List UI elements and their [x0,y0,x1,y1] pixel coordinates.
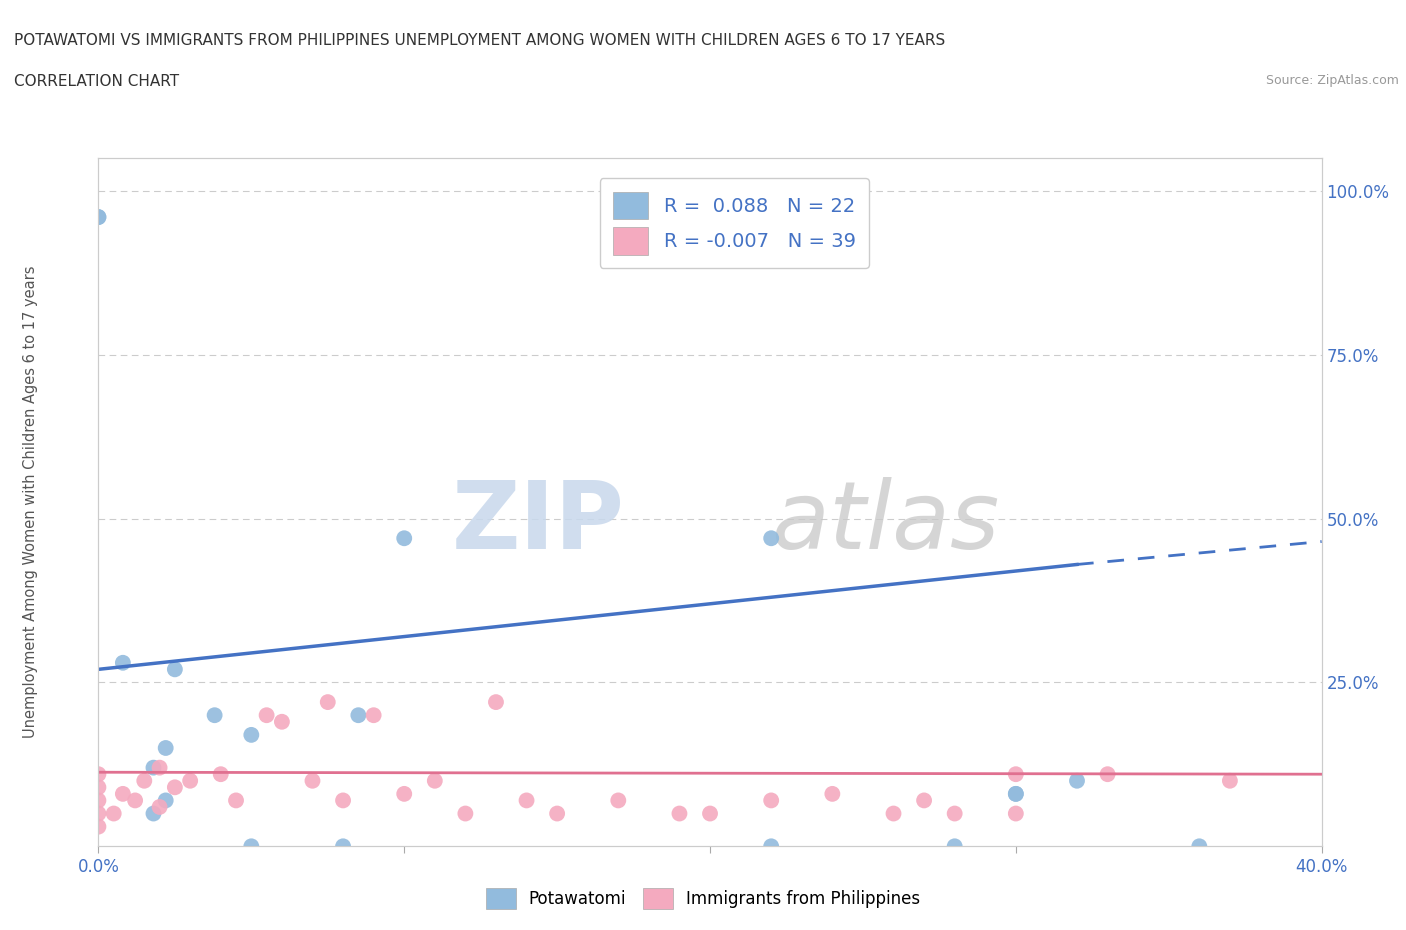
Point [516,793,538,808]
Point [240,839,263,854]
Point [149,760,172,775]
Point [668,806,690,821]
Point [943,806,966,821]
Point [1097,766,1119,781]
Point [912,793,935,808]
Point [163,780,186,795]
Point [103,806,125,821]
Point [821,787,844,802]
Point [155,740,177,755]
Point [699,806,721,821]
Point [111,787,134,802]
Point [270,714,292,729]
Point [225,793,247,808]
Point [179,774,201,789]
Text: atlas: atlas [772,477,1000,568]
Point [392,787,416,802]
Text: Unemployment Among Women with Children Ages 6 to 17 years: Unemployment Among Women with Children A… [24,266,38,738]
Point [301,774,323,789]
Point [142,760,165,775]
Point [699,183,721,198]
Point [1004,766,1026,781]
Point [209,766,232,781]
Point [155,793,177,808]
Point [1004,787,1026,802]
Point [347,708,370,723]
Point [240,727,263,742]
Point [1004,787,1026,802]
Point [332,839,354,854]
Point [607,793,630,808]
Point [87,209,110,224]
Point [1219,774,1241,789]
Point [883,806,905,821]
Point [134,774,156,789]
Text: ZIP: ZIP [451,477,624,569]
Point [316,695,339,710]
Point [759,531,782,546]
Point [204,708,226,723]
Point [149,800,172,815]
Point [87,780,110,795]
Point [87,819,110,834]
Point [759,793,782,808]
Legend: Potawatomi, Immigrants from Philippines: Potawatomi, Immigrants from Philippines [477,880,929,917]
Point [124,793,146,808]
Point [87,793,110,808]
Point [87,209,110,224]
Point [87,766,110,781]
Point [546,806,568,821]
Text: Source: ZipAtlas.com: Source: ZipAtlas.com [1265,74,1399,87]
Point [1066,774,1088,789]
Point [332,793,354,808]
Point [1004,806,1026,821]
Point [943,839,966,854]
Point [423,774,446,789]
Point [111,656,134,671]
Point [392,531,416,546]
Point [256,708,278,723]
Point [363,708,385,723]
Point [485,695,508,710]
Point [759,839,782,854]
Point [1188,839,1211,854]
Point [142,806,165,821]
Text: POTAWATOMI VS IMMIGRANTS FROM PHILIPPINES UNEMPLOYMENT AMONG WOMEN WITH CHILDREN: POTAWATOMI VS IMMIGRANTS FROM PHILIPPINE… [14,33,945,47]
Point [454,806,477,821]
Legend: R =  0.088   N = 22, R = -0.007   N = 39: R = 0.088 N = 22, R = -0.007 N = 39 [599,179,869,268]
Text: CORRELATION CHART: CORRELATION CHART [14,74,179,89]
Point [163,662,186,677]
Point [87,806,110,821]
